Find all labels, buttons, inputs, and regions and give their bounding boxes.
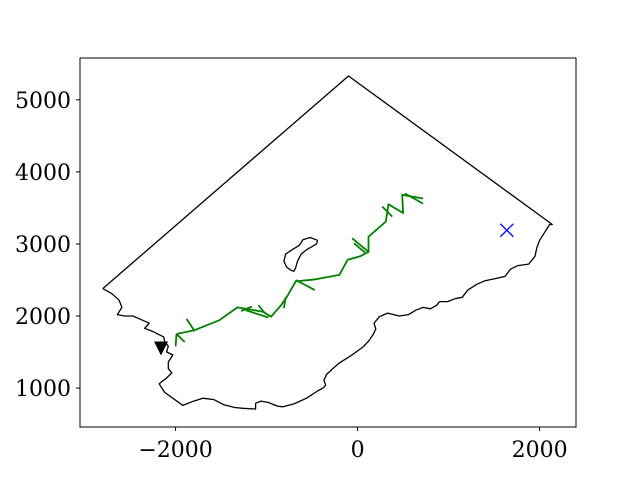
x-tick-label: 0 [351,438,365,463]
y-tick-label: 1000 [15,377,71,402]
y-tick-label: 3000 [15,233,71,258]
path-line [176,193,424,335]
path-branch [353,242,366,254]
path-branch [245,309,269,319]
axis-ticks: −2000 0 2000 1000 2000 3000 4000 5000 [15,89,568,463]
path-branch [174,333,178,347]
axes-frame [79,57,577,428]
start-marker [153,341,168,356]
path-branch [381,205,393,218]
obstacle-outline [283,236,319,272]
path-branch [283,297,287,309]
boundary-line [102,75,553,410]
path-branch [257,304,266,314]
y-tick-label: 5000 [15,89,71,114]
y-tick-label: 2000 [15,305,71,330]
target-marker-stroke [499,223,514,238]
target-marker [499,223,514,238]
path-branch [175,333,186,343]
path-branch [185,318,196,332]
path-branch [240,305,253,312]
y-tick-label: 4000 [15,161,71,186]
plot-area [102,75,553,410]
path-branch [404,192,424,205]
x-tick-label: −2000 [138,438,212,463]
path-branch [295,279,316,291]
x-tick-label: 2000 [512,438,568,463]
path-branch [351,237,370,253]
